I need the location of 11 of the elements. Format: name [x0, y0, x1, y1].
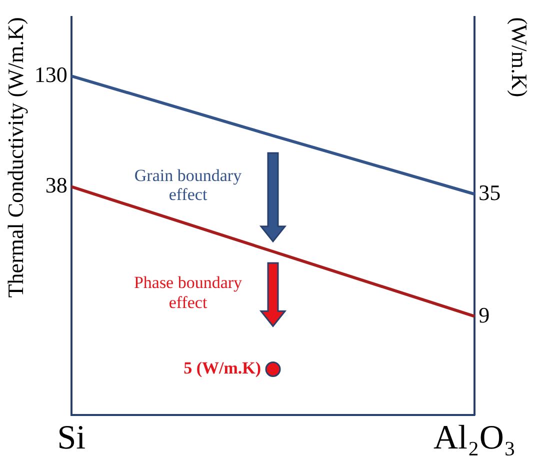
y-axis-title: Thermal Conductivity (W/m.K): [2, 17, 28, 298]
x-tick-label: Al₂O₃: [433, 420, 516, 457]
data-label: 5 (W/m.K): [184, 358, 261, 378]
y2-tick-label: 35: [478, 180, 501, 206]
annotation: Phase boundary effect: [132, 273, 244, 312]
y-tick-label: 38: [45, 172, 68, 198]
y-tick-label: 130: [34, 62, 68, 87]
annotation: Grain boundary effect: [133, 166, 243, 205]
y2-axis-title: (W/m.K): [507, 17, 532, 98]
y2-tick-label: 9: [478, 302, 490, 328]
x-tick-label: Si: [57, 420, 86, 457]
